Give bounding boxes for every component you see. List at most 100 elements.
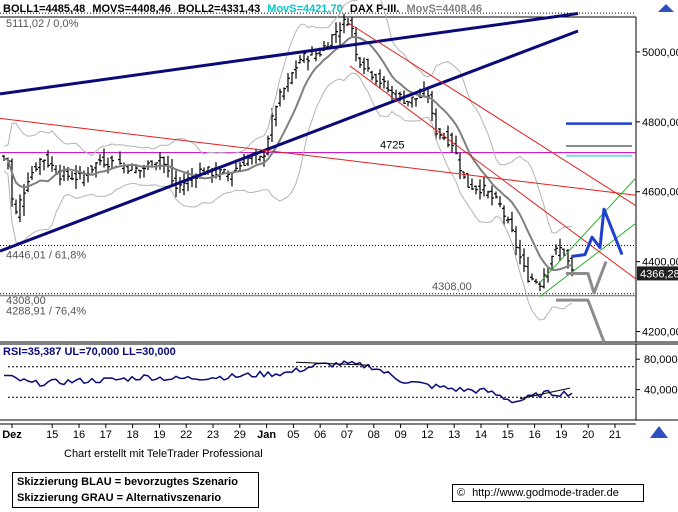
website-link[interactable]: http://www.godmode-trader.de <box>472 487 619 499</box>
date-label-22: 21 <box>609 429 621 441</box>
price-bar-108 <box>434 108 438 140</box>
price-bar-67 <box>270 108 274 142</box>
price-bar-44 <box>178 176 182 193</box>
price-bar-121 <box>486 190 490 199</box>
blue-scenario-path <box>571 207 624 258</box>
fib-764-label: 4288,91 / 76,4% <box>6 305 86 317</box>
price-bar-34 <box>138 169 142 179</box>
price-bar-59 <box>238 161 242 172</box>
rsi-title: RSI=35,387 UL=70,000 LL=30,000 <box>3 346 176 358</box>
green-channel-lower-line <box>539 222 637 297</box>
date-label-20: 19 <box>555 429 567 441</box>
price-bar-24 <box>98 154 102 166</box>
price-bar-89 <box>358 56 362 69</box>
price-bar-76 <box>306 55 310 71</box>
price-bar-116 <box>466 172 470 188</box>
price-tick-label-1: 4800,00 <box>642 117 678 129</box>
price-bar-2 <box>10 158 14 207</box>
date-label-4: 18 <box>126 429 138 441</box>
price-bar-90 <box>362 57 366 75</box>
price-bar-9 <box>38 157 42 176</box>
header-boll1: BOLL1=4485,48 <box>3 3 85 15</box>
scroll-right-icon[interactable] <box>650 426 668 438</box>
price-bar-120 <box>482 176 486 197</box>
header-boll2: BOLL2=4331,43 <box>178 3 260 15</box>
date-label-6: 22 <box>180 429 192 441</box>
long-red-trendline <box>0 117 637 196</box>
rsi-line <box>4 360 573 404</box>
rsi-divergence-line-bottom <box>519 387 571 400</box>
rsi-tick-label-0: 80,000 <box>644 354 678 366</box>
date-label-13: 08 <box>368 429 380 441</box>
date-label-12: 07 <box>341 429 353 441</box>
level-4308-right-label: 4308,00 <box>432 281 472 293</box>
price-bar-63 <box>254 148 258 164</box>
date-label-15: 12 <box>421 429 433 441</box>
date-label-18: 15 <box>502 429 514 441</box>
price-bar-118 <box>474 185 478 195</box>
header-movs: MOVS=4408,46 <box>92 3 171 15</box>
price-bar-112 <box>450 132 454 153</box>
price-bar-4 <box>18 194 22 223</box>
price-bar-6 <box>26 172 30 193</box>
price-bar-131 <box>526 256 530 283</box>
green-channel-upper-line <box>539 177 637 283</box>
date-label-16: 13 <box>448 429 460 441</box>
gray-scenario-path-lower <box>556 298 606 343</box>
price-bar-5 <box>22 183 26 216</box>
date-label-14: 09 <box>394 429 406 441</box>
price-bar-128 <box>514 226 518 256</box>
price-bar-137 <box>550 255 554 270</box>
price-bar-65 <box>262 150 266 167</box>
svg-text:BOLL1=4485,48 MOVS=4408,46: BOLL1=4485,48 MOVS=4408,46 BOLL2=4331,43… <box>3 3 482 15</box>
gray-scenario-path-upper <box>566 261 608 295</box>
header-movs-gray: MovS=4408,46 <box>406 3 482 15</box>
price-bar-117 <box>470 178 474 191</box>
price-bar-71 <box>286 73 290 92</box>
rsi-divergence-line-top <box>295 361 371 366</box>
price-bar-92 <box>370 70 374 81</box>
price-bar-122 <box>490 185 494 206</box>
price-bar-66 <box>266 135 270 156</box>
price-bar-69 <box>278 88 282 107</box>
price-bar-74 <box>298 55 302 64</box>
price-bar-3 <box>14 199 18 215</box>
date-label-10: 05 <box>287 429 299 441</box>
price-bar-64 <box>258 155 262 162</box>
date-label-17: 14 <box>475 429 487 441</box>
price-bar-17 <box>70 171 74 181</box>
price-bar-114 <box>458 152 462 180</box>
rsi-tick-label-1: 40,000 <box>644 385 678 397</box>
price-bar-85 <box>342 13 346 34</box>
website-box[interactable]: © http://www.godmode-trader.de <box>452 484 644 502</box>
chart-title: DAX P-III. <box>350 3 400 15</box>
scroll-up-icon[interactable] <box>658 4 674 12</box>
channel-red-lower-line <box>349 65 637 280</box>
price-bar-102 <box>410 96 414 108</box>
price-bar-87 <box>350 17 354 38</box>
price-tick-label-2: 4600,00 <box>642 187 678 199</box>
date-label-5: 19 <box>153 429 165 441</box>
price-bar-73 <box>294 60 298 79</box>
price-bar-23 <box>94 161 98 178</box>
lower-trendline <box>0 29 579 253</box>
copyright-icon: © <box>456 487 466 499</box>
price-bar-57 <box>230 172 234 187</box>
price-bar-119 <box>478 179 482 200</box>
upper-trendline <box>0 12 579 96</box>
price-tick-label-3: 4400,00 <box>642 257 678 269</box>
price-bar-83 <box>334 22 338 43</box>
fib-0-label: 5111,02 / 0,0% <box>6 18 79 30</box>
price-bar-97 <box>390 85 394 102</box>
level-4308-left-label: 4308,00 <box>6 295 46 307</box>
price-bar-93 <box>374 73 378 86</box>
price-bar-130 <box>522 248 526 272</box>
price-bar-27 <box>110 155 114 169</box>
scenario-legend: Skizzierung BLAU = bevorzugtes Szenario … <box>12 472 259 508</box>
price-bar-68 <box>274 105 278 127</box>
last-price-tag <box>637 266 678 281</box>
price-bar-36 <box>146 160 150 171</box>
legend-blue-scenario: Skizzierung BLAU = bevorzugtes Szenario <box>17 476 238 488</box>
price-bar-139 <box>558 238 562 261</box>
